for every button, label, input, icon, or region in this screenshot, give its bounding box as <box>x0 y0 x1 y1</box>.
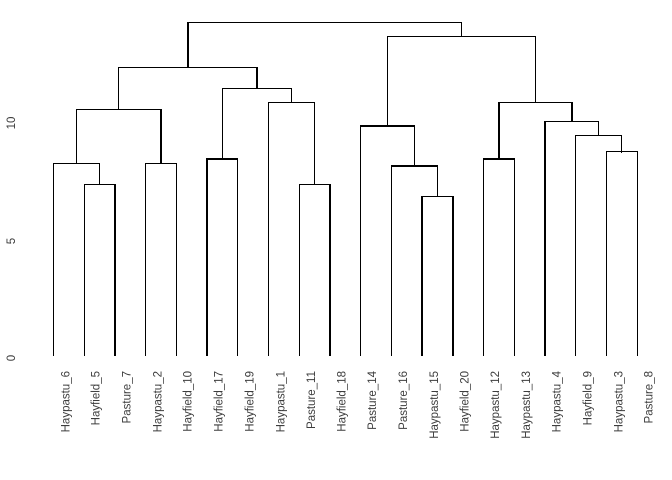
dendrogram-link <box>534 36 537 104</box>
dendrogram-link <box>498 101 500 160</box>
dendrogram-link <box>571 101 573 122</box>
dendrogram-link <box>421 195 423 357</box>
leaf-label: Haypastu_3 <box>612 371 625 433</box>
dendrogram-link <box>98 162 101 186</box>
leaf-label: Pasture_16 <box>397 371 410 430</box>
leaf-label: Haypastu_15 <box>428 371 441 439</box>
leaf-label: Hayfield_9 <box>582 371 595 426</box>
dendrogram-link <box>575 134 577 357</box>
dendrogram-link <box>482 158 485 357</box>
leaf-label: Haypastu_1 <box>275 371 288 433</box>
dendrogram-link <box>360 125 362 357</box>
dendrogram-link <box>390 165 393 357</box>
leaf-label: Hayfield_5 <box>90 371 103 426</box>
leaf-label: Haypastu_6 <box>60 371 72 433</box>
leaf-label: Haypastu_2 <box>152 371 165 433</box>
dendrogram-link <box>52 162 55 357</box>
leaf-label: Hayfield_20 <box>459 371 472 432</box>
leaf-label: Hayfield_17 <box>213 371 226 432</box>
leaf-label: Pasture_8 <box>643 371 656 424</box>
leaf-label: Hayfield_10 <box>182 371 195 432</box>
dendrogram-link <box>544 120 546 357</box>
dendrogram-link <box>598 120 600 137</box>
leaf-label: Pasture_7 <box>121 371 134 424</box>
leaf-label: Haypastu_12 <box>490 371 503 439</box>
dendrogram-link <box>436 165 439 198</box>
leaf-label: Haypastu_13 <box>520 371 533 439</box>
leaf-label: Hayfield_18 <box>336 371 349 432</box>
dendrogram-link <box>460 21 463 38</box>
leaf-label: Haypastu_4 <box>551 371 564 433</box>
leaf-label: Pasture_11 <box>305 371 318 429</box>
dendrogram-link <box>114 184 116 357</box>
dendrogram-link <box>386 36 389 127</box>
dendrogram-link <box>206 158 208 357</box>
y-axis-tick-label: 10 <box>6 116 18 130</box>
dendrogram-link <box>452 195 454 357</box>
dendrogram-link <box>221 87 224 160</box>
dendrogram-link <box>513 158 515 357</box>
dendrogram-link <box>298 184 300 357</box>
dendrogram-link <box>75 108 78 165</box>
dendrogram-link <box>329 184 331 357</box>
dendrogram-link <box>145 162 147 357</box>
dendrogram-link <box>267 101 270 357</box>
leaf-label: Pasture_14 <box>367 371 380 430</box>
y-axis-tick-label: 0 <box>6 354 18 362</box>
dendrogram-link <box>290 87 293 104</box>
dendrogram-link <box>175 162 178 357</box>
dendrogram-link <box>256 66 258 90</box>
y-axis-tick-label: 5 <box>6 237 18 244</box>
leaf-label: Hayfield_19 <box>244 371 257 432</box>
dendrogram-link <box>83 184 85 357</box>
dendrogram-link <box>605 151 608 357</box>
dendrogram-link <box>118 66 120 111</box>
dendrogram-link <box>187 21 189 68</box>
dendrogram-link <box>413 125 416 167</box>
dendrogram-link <box>160 108 162 165</box>
dendrogram-link <box>313 101 316 186</box>
dendrogram-link <box>187 21 463 24</box>
dendrogram-link <box>621 134 623 153</box>
dendrogram-link <box>237 158 239 357</box>
dendrogram-link <box>636 151 638 357</box>
